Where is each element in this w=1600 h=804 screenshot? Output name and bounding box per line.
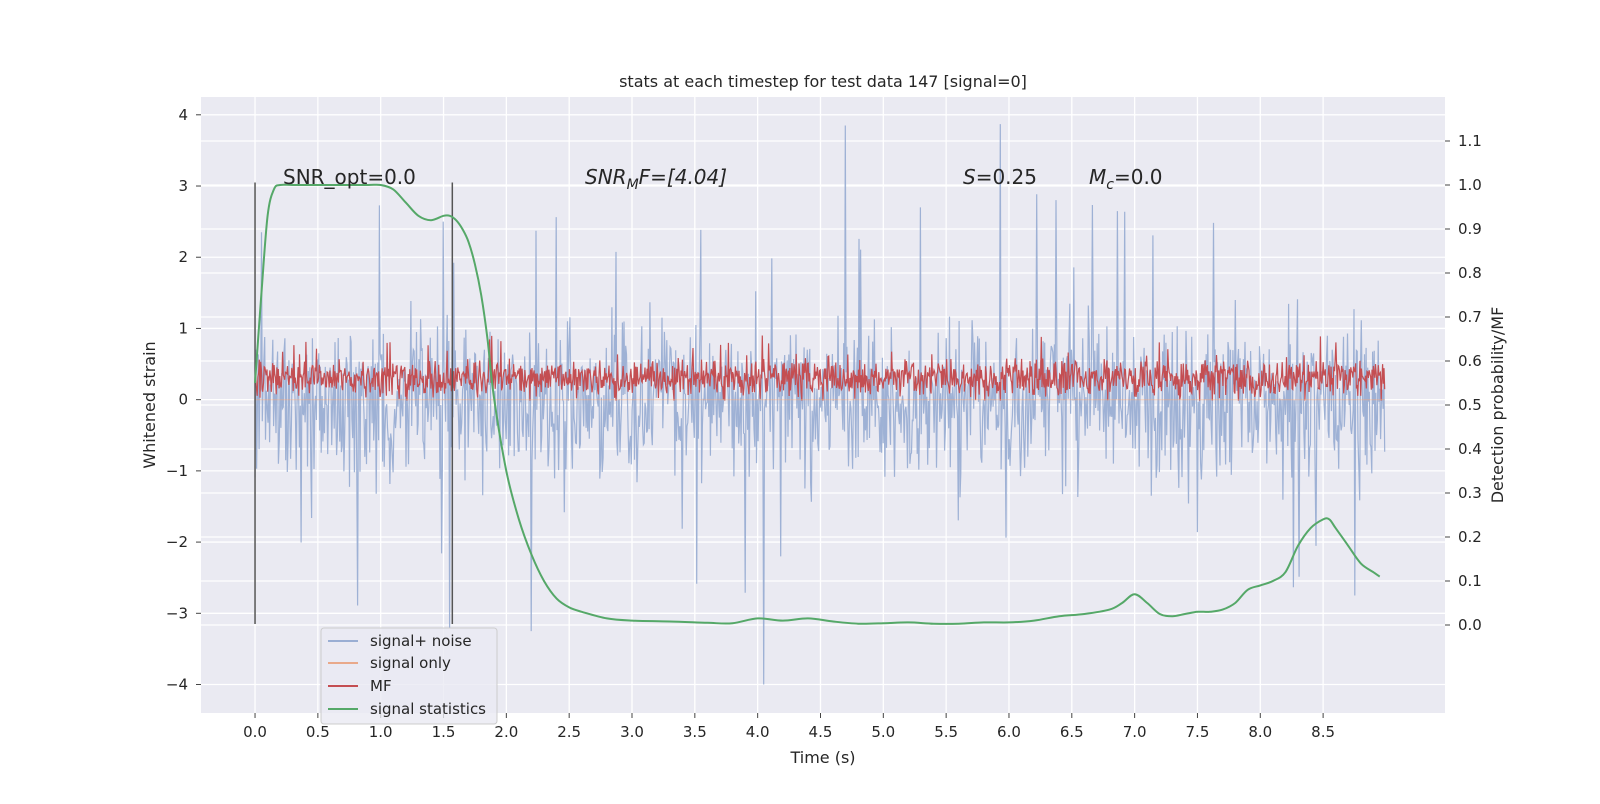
marker-lines xyxy=(254,182,454,624)
x-tick-label: 3.5 xyxy=(683,723,707,741)
legend-label-signal-noise: signal+ noise xyxy=(370,632,472,650)
x-tick-label: 3.0 xyxy=(620,723,644,741)
y2-tick-label: 0.8 xyxy=(1458,264,1482,282)
legend-label-mf: MF xyxy=(370,677,392,695)
y2-tick-label: 1.1 xyxy=(1458,132,1482,150)
x-tick-label: 1.5 xyxy=(432,723,456,741)
mf-series-group xyxy=(254,335,1386,401)
chart-title: stats at each timestep for test data 147… xyxy=(619,72,1027,91)
y-tick-label: 1 xyxy=(178,319,188,337)
x-axis-label: Time (s) xyxy=(789,748,855,767)
y-tick-label: 0 xyxy=(178,391,188,409)
x-tick-label: 6.5 xyxy=(1060,723,1084,741)
x-tick-label: 2.0 xyxy=(494,723,518,741)
x-tick-label: 8.0 xyxy=(1248,723,1272,741)
mf-line xyxy=(254,335,1386,401)
x-tick-label: 0.0 xyxy=(243,723,267,741)
y2-tick-label: 0.5 xyxy=(1458,396,1482,414)
y-tick-label: −4 xyxy=(166,676,188,694)
y2-axis-label: Detection probability/MF xyxy=(1488,307,1507,504)
y2-tick-label: 1.0 xyxy=(1458,176,1482,194)
y2-tick-label: 0.3 xyxy=(1458,484,1482,502)
x-tick-label: 4.0 xyxy=(746,723,770,741)
x-tick-label: 0.5 xyxy=(306,723,330,741)
x-tick-label: 2.5 xyxy=(557,723,581,741)
y2-tick-label: 0.6 xyxy=(1458,352,1482,370)
annotation-s-prefix: S xyxy=(963,165,976,189)
annotation-mc-sub: c xyxy=(1106,177,1114,193)
annotation-s-suffix: =0.25 xyxy=(976,165,1037,189)
y2-tick-label: 0.7 xyxy=(1458,308,1482,326)
y2-tick-label: 0.2 xyxy=(1458,528,1482,546)
y-tick-label: 4 xyxy=(178,106,188,124)
y-tick-label: 2 xyxy=(178,248,188,266)
x-tick-label: 1.0 xyxy=(369,723,393,741)
x-tick-label: 5.0 xyxy=(871,723,895,741)
annotation-snr-mf: SNRMF=[4.04] xyxy=(585,165,727,193)
x-tick-label: 6.0 xyxy=(997,723,1021,741)
legend: signal+ noise signal only MF signal stat… xyxy=(320,627,498,725)
annotation-s: S=0.25 xyxy=(963,165,1037,189)
y-tick-label: 3 xyxy=(178,177,188,195)
signal-statistics-line xyxy=(254,183,1381,625)
annotation-snr-mf-prefix: SNR xyxy=(585,165,627,189)
annotation-mc-suffix: =0.0 xyxy=(1114,165,1163,189)
x-tick-label: 4.5 xyxy=(809,723,833,741)
annotation-snr-mf-sub: M xyxy=(627,177,639,193)
annotation-mc-prefix: M xyxy=(1089,165,1106,189)
signal-statistics-group xyxy=(254,183,1381,625)
y2-tick-label: 0.1 xyxy=(1458,572,1482,590)
legend-label-signal-only: signal only xyxy=(370,654,451,672)
y-tick-label: −2 xyxy=(166,533,188,551)
annotation-snr-mf-suffix: F=[4.04] xyxy=(639,165,727,189)
y-tick-label: −1 xyxy=(166,462,188,480)
annotation-mc: Mc=0.0 xyxy=(1089,165,1163,193)
legend-box xyxy=(320,627,498,725)
x-tick-label: 7.5 xyxy=(1186,723,1210,741)
legend-label-signal-statistics: signal statistics xyxy=(370,700,486,718)
y-axis-label: Whitened strain xyxy=(140,341,159,468)
x-tick-label: 7.0 xyxy=(1123,723,1147,741)
y-tick-label: −3 xyxy=(166,604,188,622)
axis-ticks: 0.0 0.5 1.0 1.5 2.0 2.5 3.0 3.5 4.0 4.5 5.0 5.5 6.0 6… xyxy=(166,106,1482,741)
y2-tick-label: 0.4 xyxy=(1458,440,1482,458)
annotation-snr-opt: SNR_opt=0.0 xyxy=(283,165,416,189)
y2-tick-label: 0.0 xyxy=(1458,616,1482,634)
y2-tick-label: 0.9 xyxy=(1458,220,1482,238)
x-tick-label: 8.5 xyxy=(1311,723,1335,741)
x-tick-label: 5.5 xyxy=(934,723,958,741)
